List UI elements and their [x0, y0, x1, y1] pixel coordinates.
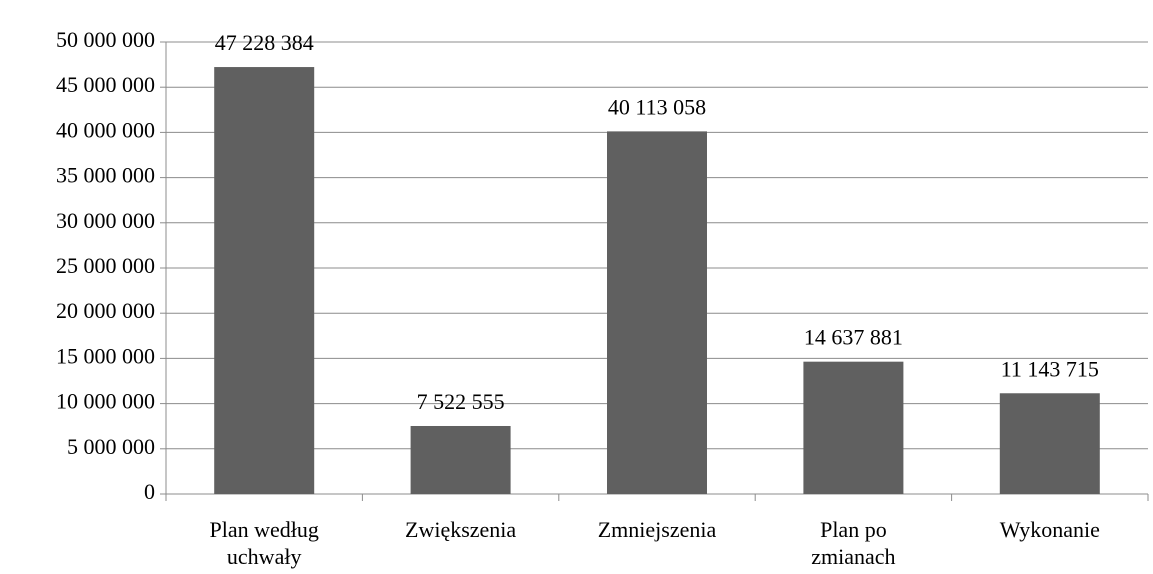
y-tick-label: 0 [144, 479, 155, 504]
y-tick-label: 45 000 000 [56, 72, 155, 97]
data-label: 14 637 881 [804, 325, 903, 350]
data-label: 11 143 715 [1001, 356, 1099, 381]
y-tick-label: 40 000 000 [56, 117, 155, 142]
y-tick-label: 20 000 000 [56, 298, 155, 323]
bar [999, 393, 1100, 494]
x-tick-label: Plan według uchwały [209, 517, 319, 569]
bar [214, 67, 315, 494]
x-tick-label: Wykonanie [999, 517, 1100, 542]
x-tick-label: Zwiększenia [405, 517, 517, 542]
bar [607, 131, 707, 494]
x-tick-label: Plan po zmianach [811, 517, 896, 569]
y-tick-label: 25 000 000 [56, 253, 155, 278]
bar [803, 361, 904, 494]
y-tick-label: 30 000 000 [56, 208, 155, 233]
x-tick-label: Zmniejszenia [597, 517, 717, 542]
y-tick-label: 15 000 000 [56, 343, 155, 368]
data-label: 47 228 384 [215, 30, 314, 55]
data-label: 7 522 555 [417, 389, 505, 414]
y-tick-label: 50 000 000 [56, 27, 155, 52]
data-label: 40 113 058 [608, 94, 706, 119]
y-tick-label: 35 000 000 [56, 163, 155, 188]
y-tick-label: 5 000 000 [67, 434, 155, 459]
y-tick-label: 10 000 000 [56, 389, 155, 414]
bar [410, 425, 511, 494]
